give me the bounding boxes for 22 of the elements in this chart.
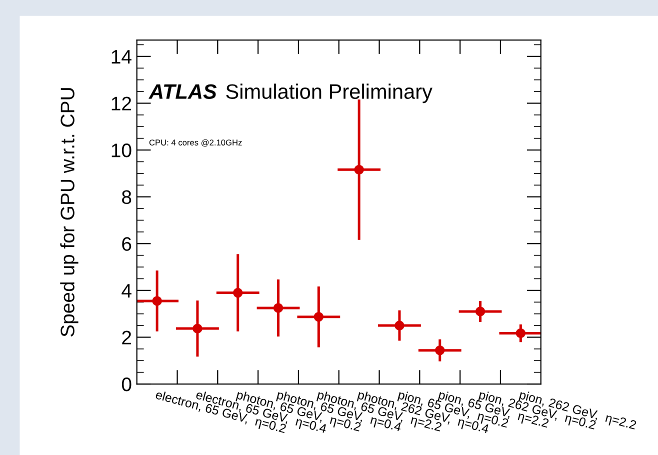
point (475, 306, 486, 316)
y-tick-label: 0 (122, 377, 132, 392)
y-tick-label: 2 (122, 330, 132, 344)
point (394, 320, 404, 330)
point (516, 328, 526, 338)
y-tick-label: 4 (122, 284, 132, 298)
annotation: ATLAS (148, 84, 217, 99)
point (233, 288, 243, 298)
point (354, 164, 364, 175)
point (435, 345, 445, 356)
y-tick-label: 10 (112, 143, 132, 158)
point (192, 324, 202, 334)
y-tick-label: 6 (122, 237, 132, 251)
annotation: Simulation Preliminary (226, 84, 432, 104)
y-tick-label: 8 (122, 190, 132, 204)
point (314, 312, 324, 322)
annotation: CPU: 4 cores @2.10GHz (149, 139, 242, 147)
y-axis-title: Speed up for GPU w.r.t. CPU (60, 88, 78, 337)
point (273, 303, 284, 313)
y-tick-label: 14 (112, 50, 132, 64)
y-tick-label: 12 (112, 96, 132, 110)
point (152, 296, 162, 306)
